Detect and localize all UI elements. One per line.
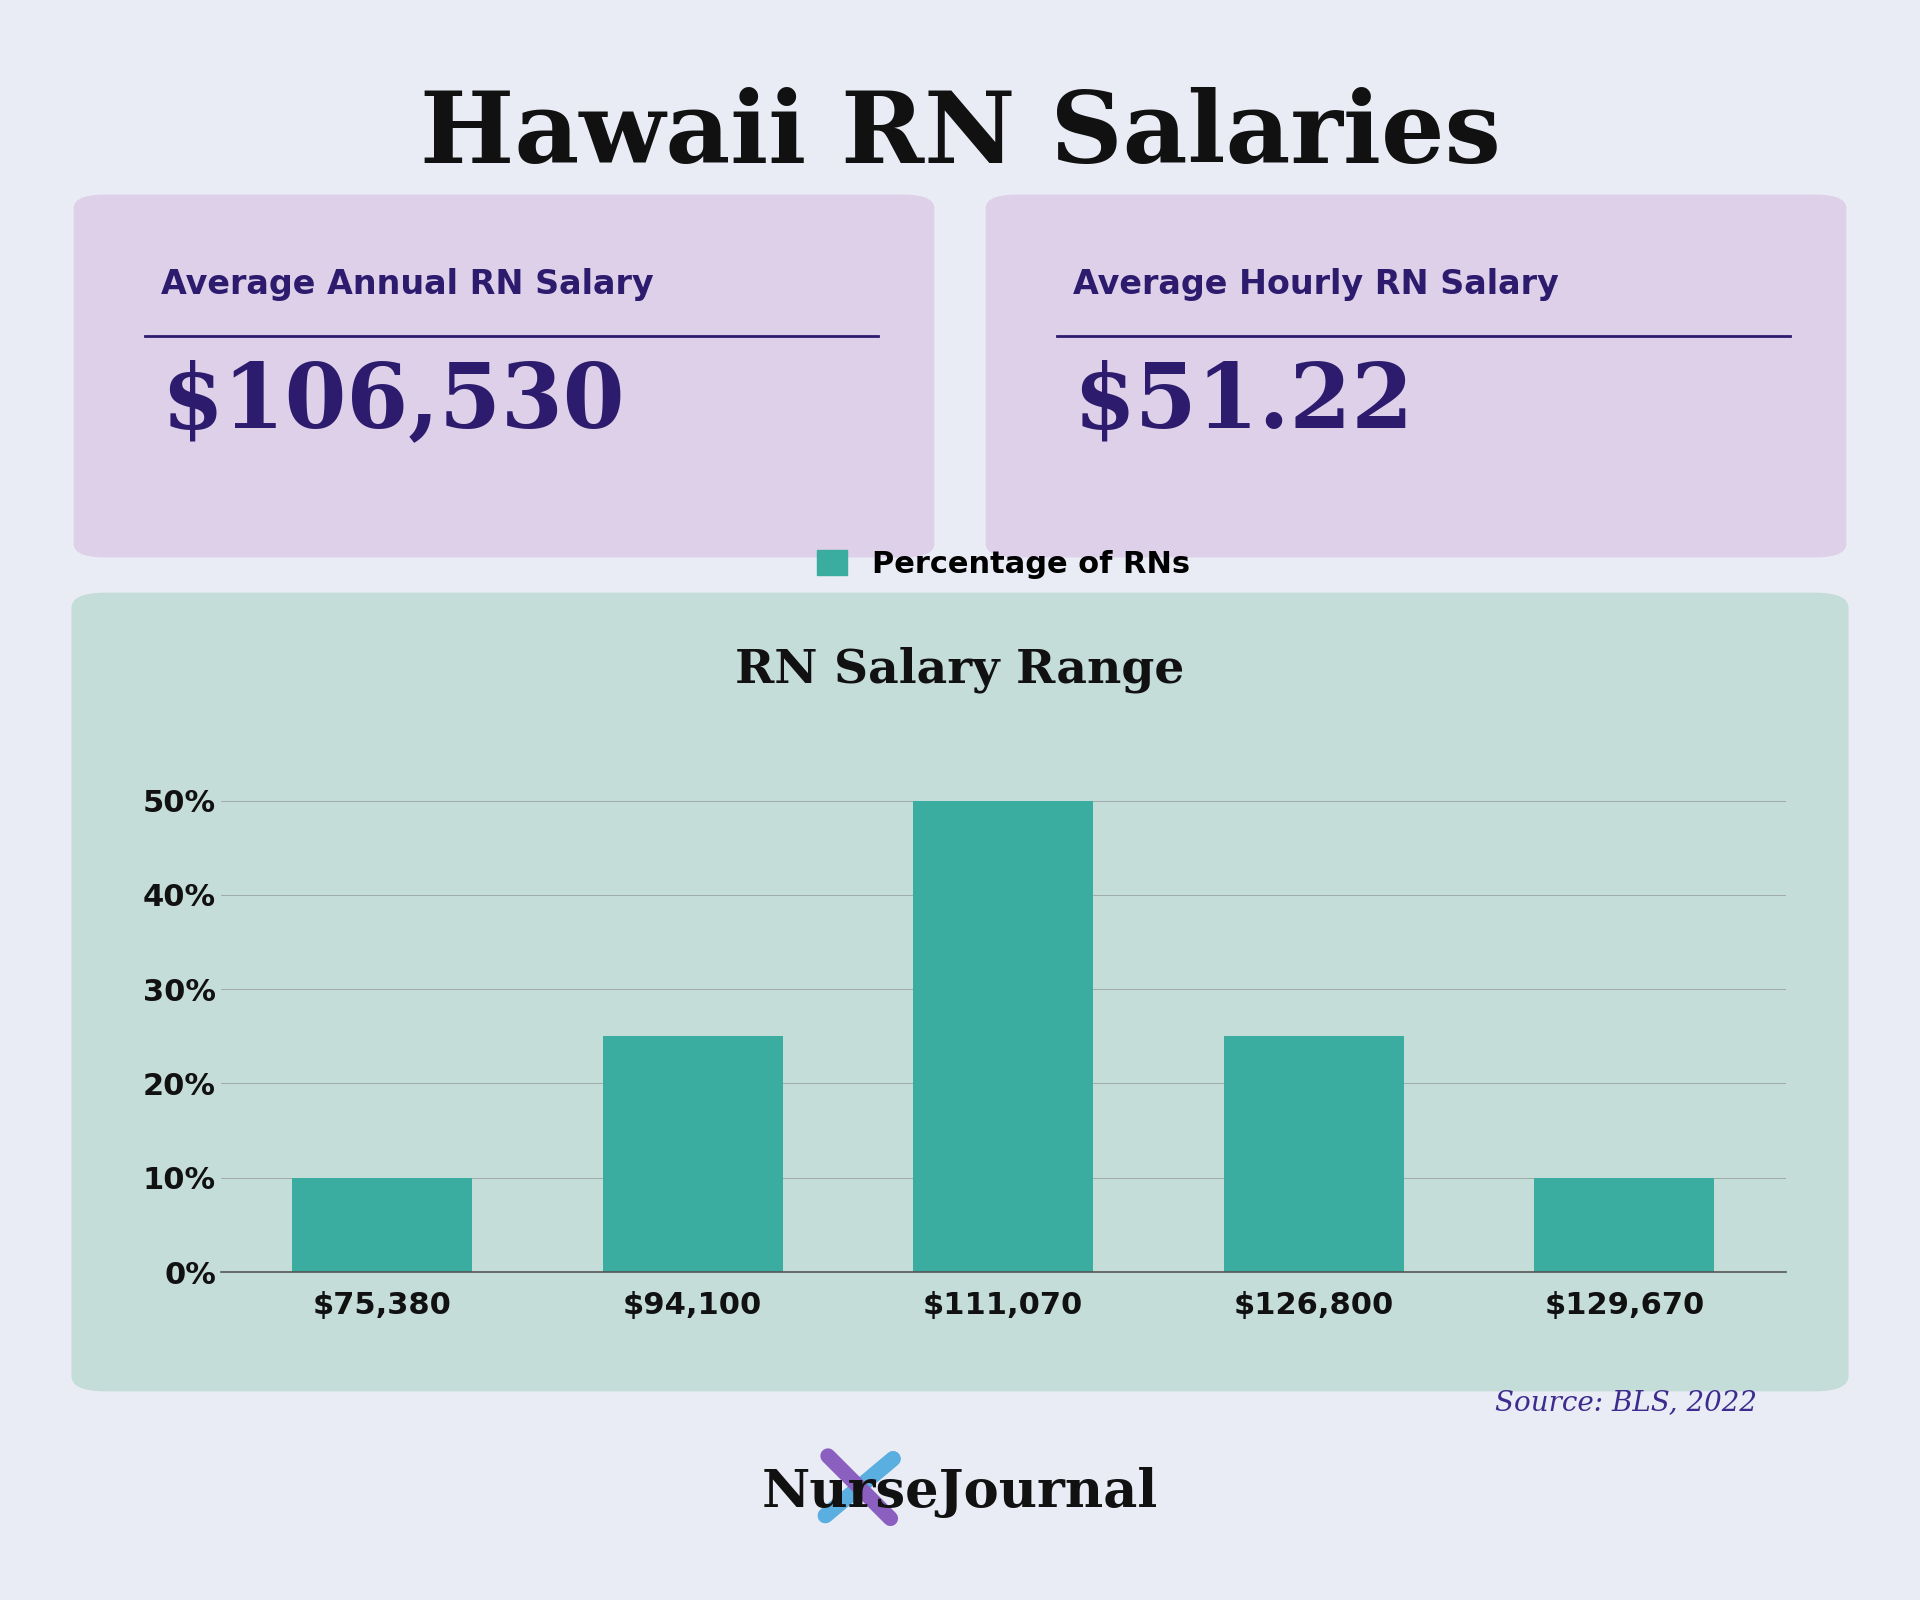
Bar (603, 1037, 783, 1272)
FancyBboxPatch shape (985, 195, 1847, 557)
Text: RN Salary Range: RN Salary Range (735, 646, 1185, 693)
Text: Average Hourly RN Salary: Average Hourly RN Salary (1073, 269, 1559, 301)
Bar (914, 800, 1092, 1272)
Text: $51.22: $51.22 (1073, 360, 1413, 446)
Text: Average Annual RN Salary: Average Annual RN Salary (161, 269, 655, 301)
Text: Source: BLS, 2022: Source: BLS, 2022 (1496, 1389, 1757, 1416)
Text: Hawaii RN Salaries: Hawaii RN Salaries (420, 88, 1500, 184)
FancyBboxPatch shape (71, 592, 1849, 1392)
FancyBboxPatch shape (73, 195, 935, 557)
Text: NurseJournal: NurseJournal (762, 1467, 1158, 1518)
Bar (1223, 1037, 1404, 1272)
Legend: Percentage of RNs: Percentage of RNs (804, 538, 1202, 590)
Text: $106,530: $106,530 (161, 360, 624, 446)
Bar (292, 1178, 472, 1272)
Bar (1534, 1178, 1715, 1272)
